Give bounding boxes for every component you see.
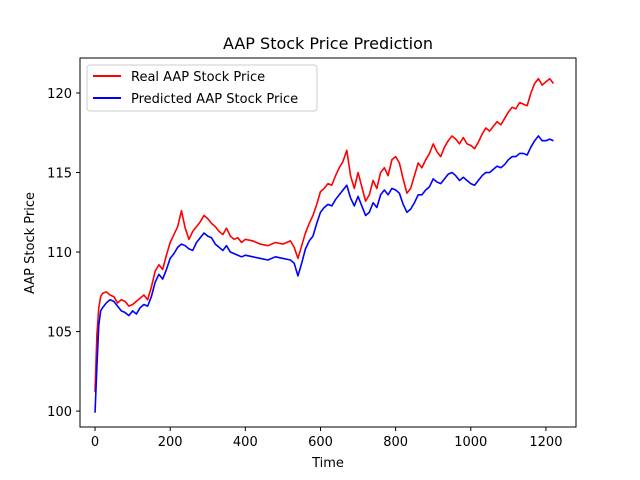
series-line-real	[94, 77, 555, 393]
y-tick-label: 120	[47, 87, 72, 102]
chart-title: AAP Stock Price Prediction	[223, 34, 433, 53]
x-axis: 0 200 400 600 800 1000 1200	[91, 427, 562, 450]
x-tick-label: 0	[91, 435, 99, 450]
legend-box	[86, 64, 318, 112]
plot-area	[79, 57, 577, 428]
y-tick-label: 110	[47, 246, 72, 261]
y-tick-label: 100	[47, 405, 72, 420]
legend-label-predicted: Predicted AAP Stock Price	[131, 92, 298, 107]
x-tick-label: 400	[233, 435, 258, 450]
y-tick-label: 115	[47, 167, 72, 182]
x-tick-label: 1200	[529, 435, 562, 450]
x-tick-label: 600	[308, 435, 333, 450]
x-tick-label: 200	[158, 435, 183, 450]
x-tick-label: 1000	[454, 435, 487, 450]
series-line-predicted	[94, 135, 554, 413]
legend-label-real: Real AAP Stock Price	[131, 70, 265, 85]
y-tick-label: 105	[47, 326, 72, 341]
plot-frame	[79, 57, 577, 428]
legend: Real AAP Stock Price Predicted AAP Stock…	[86, 64, 318, 112]
series-layer	[94, 77, 555, 413]
y-axis-label: AAP Stock Price	[23, 192, 38, 294]
x-axis-label: Time	[311, 456, 344, 471]
y-axis: 100 105 110 115 120	[47, 87, 80, 420]
x-tick-label: 800	[383, 435, 408, 450]
